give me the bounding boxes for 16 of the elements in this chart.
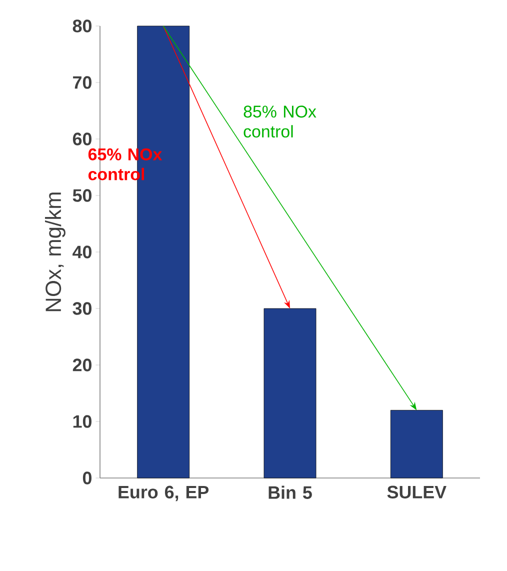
x-tick-label: Euro 6, EP — [118, 486, 209, 502]
y-tick-label: 60 — [72, 132, 92, 146]
y-tick-label: 20 — [72, 358, 92, 372]
y-tick-label: 0 — [82, 472, 92, 484]
y-tick-label: 40 — [72, 246, 92, 258]
y-tick-label: 10 — [73, 415, 92, 428]
y-axis-title: NOx, mg/km — [45, 192, 66, 312]
y-tick-label: 80 — [72, 20, 92, 32]
annotation: 85% NOx control — [244, 106, 316, 138]
y-tick-label: 50 — [72, 189, 92, 202]
y-tick-label: 70 — [73, 76, 92, 89]
x-tick-label: Bin 5 — [268, 486, 312, 499]
y-tick-label: 30 — [72, 302, 92, 315]
x-tick-label: SULEV — [387, 486, 446, 498]
bar — [390, 410, 443, 478]
bar — [264, 308, 316, 478]
